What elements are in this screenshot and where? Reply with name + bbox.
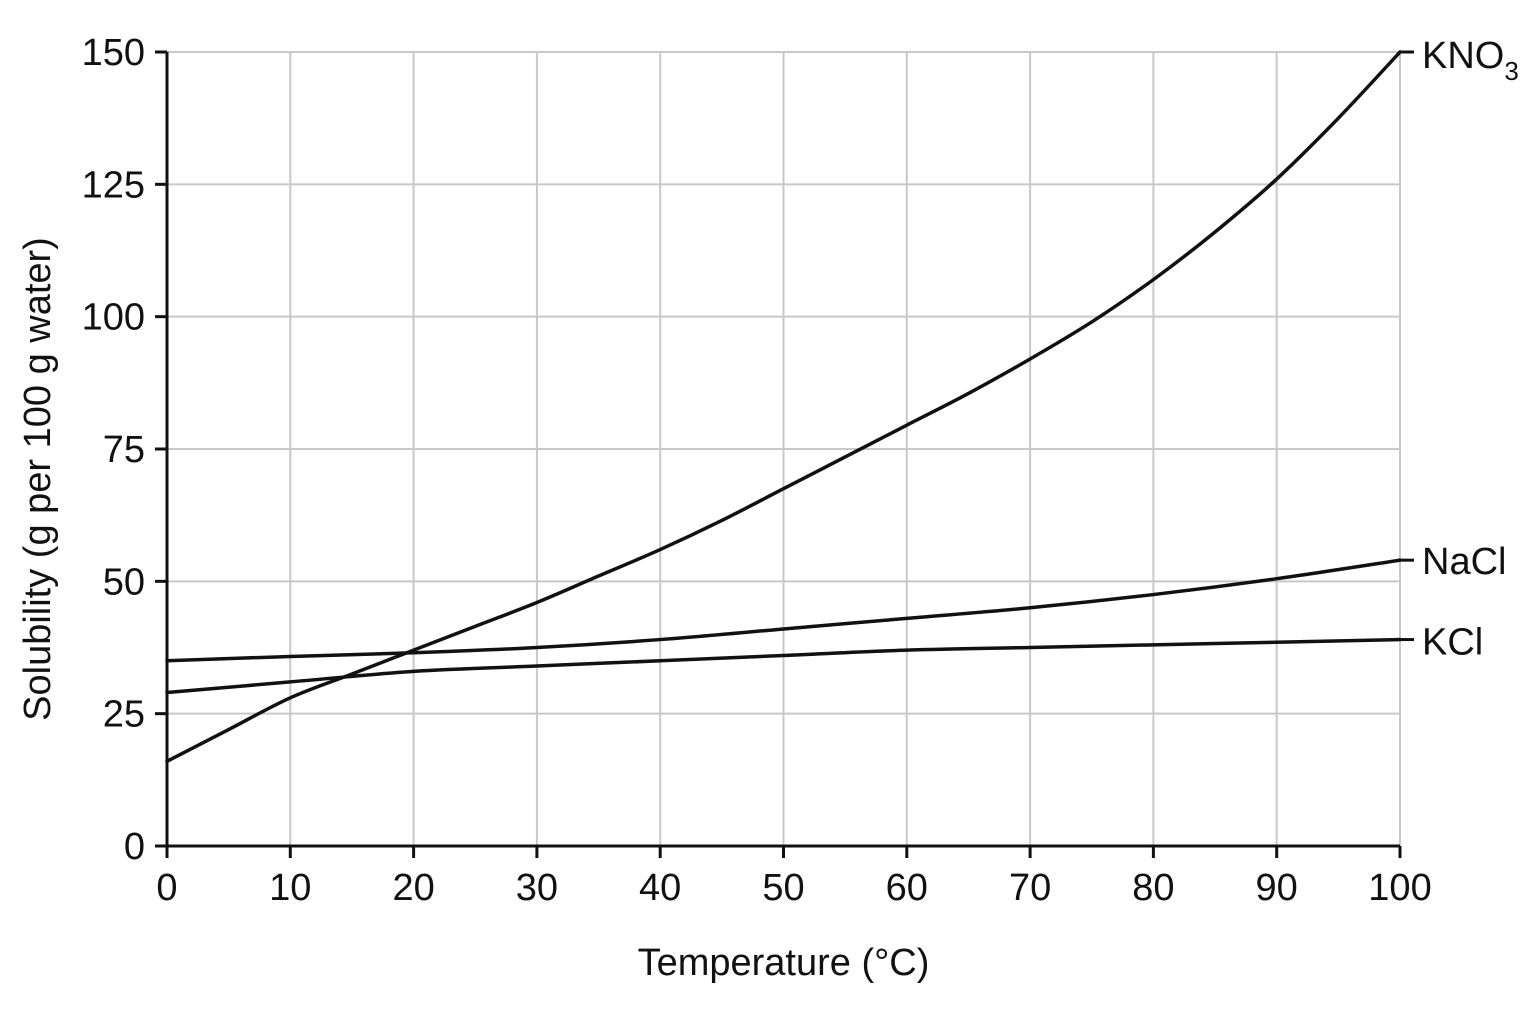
x-tick-label: 0 (156, 867, 177, 909)
series-line-kno3 (165, 50, 1402, 764)
series-line-kcl (165, 637, 1402, 695)
x-tick-label: 70 (1009, 867, 1051, 909)
tick-labels: 0 10 20 30 40 50 60 70 80 90 100 0 25 50 75 100 125 150 (82, 32, 1432, 909)
x-tick-label: 60 (886, 867, 928, 909)
y-tick-label: 150 (82, 32, 145, 74)
y-tick-label: 50 (103, 561, 145, 603)
x-tick-label: 10 (269, 867, 311, 909)
series-label-kcl: KCl (1422, 622, 1483, 664)
x-tick-label: 40 (639, 867, 681, 909)
series-lines (165, 50, 1402, 764)
y-axis-title: Solubility (g per 100 g water) (17, 237, 59, 721)
y-tick-label: 0 (124, 826, 145, 868)
series-line-nacl (165, 558, 1402, 663)
series-label-nacl: NaCl (1422, 541, 1506, 583)
grid (167, 51, 1401, 846)
x-axis-title: Temperature (°C) (638, 942, 930, 984)
series-labels: KNO3 KCl NaCl (1400, 35, 1519, 664)
y-tick-label: 125 (82, 164, 145, 206)
x-tick-label: 100 (1368, 867, 1431, 909)
x-tick-label: 50 (762, 867, 804, 909)
x-tick-label: 30 (516, 867, 558, 909)
y-tick-label: 25 (103, 694, 145, 736)
x-tick-label: 80 (1132, 867, 1174, 909)
y-tick-label: 100 (82, 297, 145, 339)
y-tick-label: 75 (103, 429, 145, 471)
series-label-kno3: KNO3 (1422, 35, 1519, 86)
x-tick-label: 20 (392, 867, 434, 909)
x-tick-label: 90 (1256, 867, 1298, 909)
